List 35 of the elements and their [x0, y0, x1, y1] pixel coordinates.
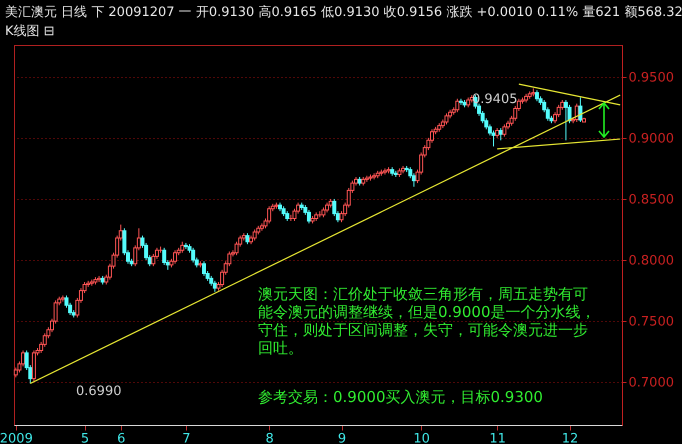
annotation: 0.6990 [76, 384, 122, 399]
candlestick [444, 112, 448, 125]
annotation: 参考交易：0.9000买入澳元，目标0.9300 [258, 388, 543, 406]
candlestick [252, 229, 257, 241]
candlestick [534, 90, 539, 102]
candlestick [466, 97, 470, 108]
y-tick-label: 0.7000 [628, 376, 674, 391]
y-tick-label: 0.8500 [628, 192, 674, 208]
y-tick-label: 0.8000 [628, 254, 674, 269]
candlestick [495, 128, 500, 138]
x-tick-label: 10 [413, 432, 430, 444]
candlestick [285, 210, 290, 222]
candlestick [245, 232, 250, 245]
x-tick-label: 8 [266, 432, 274, 444]
candlestick [282, 206, 286, 217]
candlestick [502, 124, 506, 138]
chart-subtitle: K线图 ⊟ [5, 23, 55, 40]
x-tick-label: 5 [80, 432, 90, 444]
x-tick-label: 12 [562, 432, 578, 444]
x-tick-label: 11 [489, 432, 506, 444]
x-tick-label: 7 [182, 432, 191, 444]
y-tick-label: 0.9500 [628, 70, 674, 86]
candlestick [173, 250, 178, 264]
x-tick-label: 9 [338, 432, 346, 444]
x-tick-label: 6 [117, 432, 126, 444]
y-tick-label: 0.9000 [628, 131, 674, 146]
candlestick [578, 97, 582, 122]
chart-title: 美汇澳元 日线 下 20091207 一 开0.9130 高0.9165 低0.9130 收0.9156 涨跌 +0.0010 0.11% 量621 额568.32 [5, 4, 682, 21]
candlestick [180, 241, 184, 254]
x-tick-label: 2009 [0, 432, 33, 444]
y-tick-label: 0.7500 [628, 314, 674, 330]
candlestick [455, 98, 460, 113]
candlestick [564, 99, 568, 141]
candlestick [306, 209, 311, 224]
annotation: 澳元天图：汇价处于收敛三角形有，周五走势有可能令澳元的调整继续，但是0.9000是一个分水线，守住，则处于区间调整，失守，可能令澳元进一步回吐。 [258, 285, 596, 357]
